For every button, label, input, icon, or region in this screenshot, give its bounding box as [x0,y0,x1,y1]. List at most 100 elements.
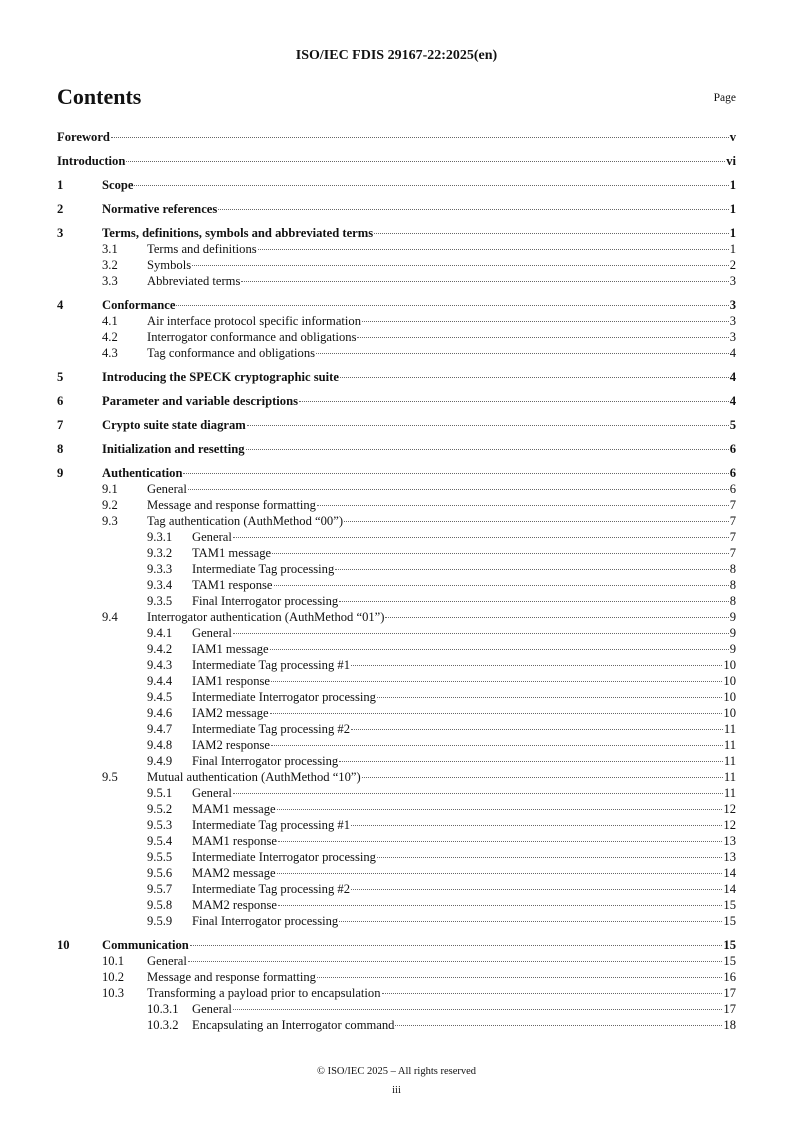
toc-entry[interactable]: 9 Authentication 6 [57,465,736,481]
toc-entry[interactable]: 9.3.5 Final Interrogator processing 8 [57,593,736,609]
dot-leader [232,633,729,634]
toc-entry[interactable]: 10.3.1 General 17 [57,1001,736,1017]
dot-leader [189,945,723,946]
toc-entry[interactable]: Introduction vi [57,153,736,169]
toc-entry-page: 7 [729,498,736,512]
toc-entry-title: General [147,482,187,496]
toc-entry[interactable]: 9.5.2 MAM1 message 12 [57,801,736,817]
dot-leader [187,489,729,490]
toc-entry-number: 9 [57,466,64,480]
toc-entry[interactable]: 5 Introducing the SPECK cryptographic sui… [57,369,736,385]
dot-leader [299,401,729,402]
dot-leader [126,161,726,162]
toc-entry[interactable]: 6 Parameter and variable descriptions 4 [57,393,736,409]
toc-entry[interactable]: 9.5.5 Intermediate Interrogator processin… [57,849,736,865]
toc-entry-title: Intermediate Tag processing #2 [192,722,351,736]
toc-entry[interactable]: 9.5.7 Intermediate Tag processing #2 14 [57,881,736,897]
toc-entry-page: 4 [729,370,736,384]
toc-entry-number: 9.4.8 [147,738,173,752]
toc-entry[interactable]: 9.4.8 IAM2 response 11 [57,737,736,753]
toc-entry[interactable]: 3.2 Symbols 2 [57,257,736,273]
toc-entry-page: 6 [729,466,736,480]
toc-entry-title: IAM1 response [192,674,270,688]
dot-leader [278,905,723,906]
toc-entry[interactable]: 9.3.2 TAM1 message 7 [57,545,736,561]
toc-entry-title: General [192,1002,232,1016]
dot-leader [269,713,723,714]
toc-entry-page: 15 [723,914,736,928]
toc-entry[interactable]: 10.3 Transforming a payload prior to enca… [57,985,736,1001]
toc-entry-title: Mutual authentication (AuthMethod “10”) [147,770,361,784]
toc-entry[interactable]: 2 Normative references 1 [57,201,736,217]
dot-leader [276,873,723,874]
toc-entry[interactable]: 7 Crypto suite state diagram 5 [57,417,736,433]
toc-entry[interactable]: 9.4.9 Final Interrogator processing 11 [57,753,736,769]
toc-entry-number: 9.4.7 [147,722,173,736]
toc-entry[interactable]: 9.4.1 General 9 [57,625,736,641]
toc-entry-number: 9.4.2 [147,642,173,656]
toc-entry[interactable]: 9.5.9 Final Interrogator processing 15 [57,913,736,929]
dot-leader [339,761,723,762]
copyright-footer: © ISO/IEC 2025 – All rights reserved [316,1066,477,1077]
toc-entry[interactable]: 9.2 Message and response formatting 7 [57,497,736,513]
toc-entry-title: Communication [102,938,189,952]
dot-leader [246,425,729,426]
toc-entry-title: Terms, definitions, symbols and abbrevia… [102,226,374,240]
toc-entry[interactable]: 9.5.8 MAM2 response 15 [57,897,736,913]
toc-entry[interactable]: 9.3 Tag authentication (AuthMethod “00”) 7 [57,513,736,529]
toc-entry-page: v [729,130,736,144]
dot-leader [339,377,729,378]
toc-entry-page: 3 [729,314,736,328]
toc-entry[interactable]: 9.5 Mutual authentication (AuthMethod “10… [57,769,736,785]
toc-entry[interactable]: Foreword v [57,129,736,145]
dot-leader [232,1009,723,1010]
toc-entry[interactable]: 3.1 Terms and definitions 1 [57,241,736,257]
toc-entry-page: 7 [729,546,736,560]
toc-entry[interactable]: 4.3 Tag conformance and obligations 4 [57,345,736,361]
dot-leader [176,305,729,306]
toc-entry[interactable]: 10.3.2 Encapsulating an Interrogator comm… [57,1017,736,1033]
toc-entry[interactable]: 10 Communication 15 [57,937,736,953]
toc-entry-number: 9.5 [102,770,118,784]
toc-entry-number: 9.5.1 [147,786,173,800]
toc-entry-title: Conformance [102,298,176,312]
toc-entry-title: Parameter and variable descriptions [102,394,298,408]
toc-entry-title: Air interface protocol specific informat… [147,314,362,328]
toc-entry[interactable]: 9.4.5 Intermediate Interrogator processin… [57,689,736,705]
toc-entry-title: Intermediate Tag processing [192,562,335,576]
toc-entry[interactable]: 9.4.3 Intermediate Tag processing #1 10 [57,657,736,673]
toc-entry-title: Tag conformance and obligations [147,346,316,360]
toc-entry[interactable]: 10.1 General 15 [57,953,736,969]
toc-entry[interactable]: 9.4.4 IAM1 response 10 [57,673,736,689]
toc-entry-title: MAM1 message [192,802,276,816]
toc-entry[interactable]: 3.3 Abbreviated terms 3 [57,273,736,289]
toc-entry[interactable]: 9.4.2 IAM1 message 9 [57,641,736,657]
toc-entry-title: Foreword [57,130,110,144]
toc-entry[interactable]: 4.2 Interrogator conformance and obligati… [57,329,736,345]
dot-leader [276,809,723,810]
toc-entry[interactable]: 8 Initialization and resetting 6 [57,441,736,457]
toc-entry[interactable]: 9.5.6 MAM2 message 14 [57,865,736,881]
toc-entry-page: 11 [723,770,736,784]
toc-entry[interactable]: 9.4 Interrogator authentication (AuthMeth… [57,609,736,625]
toc-entry[interactable]: 1 Scope 1 [57,177,736,193]
toc-entry[interactable]: 10.2 Message and response formatting 16 [57,969,736,985]
toc-entry[interactable]: 4 Conformance 3 [57,297,736,313]
toc-entry-title: Abbreviated terms [147,274,241,288]
toc-entry[interactable]: 3 Terms, definitions, symbols and abbrevi… [57,225,736,241]
toc-entry[interactable]: 9.5.1 General 11 [57,785,736,801]
document-id-header: ISO/IEC FDIS 29167-22:2025(en) [295,48,498,63]
toc-entry[interactable]: 9.1 General 6 [57,481,736,497]
toc-entry[interactable]: 9.3.4 TAM1 response 8 [57,577,736,593]
toc-entry[interactable]: 9.3.3 Intermediate Tag processing 8 [57,561,736,577]
toc-entry[interactable]: 9.5.3 Intermediate Tag processing #1 12 [57,817,736,833]
toc-entry[interactable]: 9.4.6 IAM2 message 10 [57,705,736,721]
toc-entry[interactable]: 9.3.1 General 7 [57,529,736,545]
toc-entry[interactable]: 9.5.4 MAM1 response 13 [57,833,736,849]
toc-entry-page: 17 [723,1002,736,1016]
toc-entry[interactable]: 4.1 Air interface protocol specific infor… [57,313,736,329]
toc-entry-number: 2 [57,202,64,216]
toc-entry[interactable]: 9.4.7 Intermediate Tag processing #2 11 [57,721,736,737]
toc-entry-title: Encapsulating an Interrogator command [192,1018,395,1032]
toc-entry-page: 10 [723,658,736,672]
